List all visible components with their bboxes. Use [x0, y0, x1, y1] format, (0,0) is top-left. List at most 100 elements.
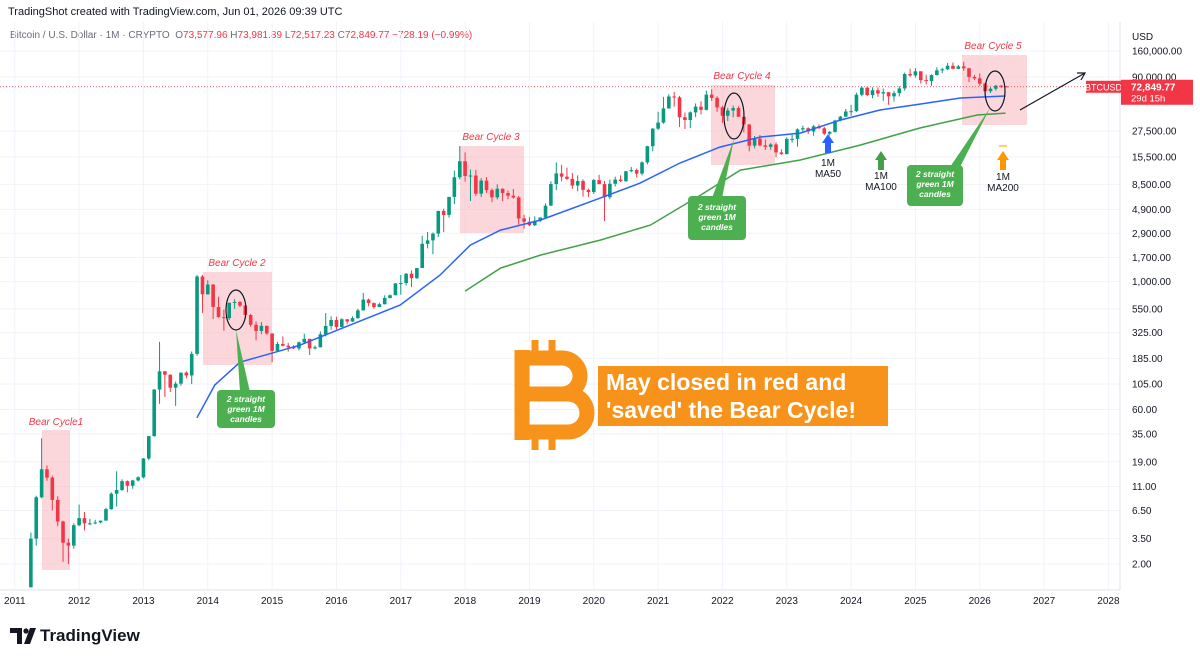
x-tick-label: 2028 — [1097, 596, 1120, 607]
candle-body — [479, 180, 483, 194]
candle-body — [618, 179, 623, 182]
x-tick-label: 2022 — [711, 596, 734, 607]
callout-text: green 1M — [226, 404, 265, 414]
candle-body — [254, 324, 258, 331]
x-tick-label: 2020 — [583, 596, 606, 607]
candle-body — [672, 96, 676, 98]
callout-texts: 2 straight green 1M candles 2 straight g… — [226, 169, 955, 424]
candle-body — [146, 436, 151, 459]
candle-body — [302, 338, 307, 343]
candle-body — [93, 522, 98, 524]
candle-body — [163, 371, 167, 375]
message: May closed in red and 'saved' the Bear C… — [606, 369, 856, 423]
symbol: Bitcoin / U.S. Dollar · 1M · CRYPTO — [10, 30, 170, 41]
candle-body — [318, 334, 323, 348]
candle-body — [683, 117, 687, 121]
callout — [907, 165, 963, 206]
y-tick-label: 160,000.00 — [1132, 47, 1182, 58]
bear-label: Bear Cycle 2 — [208, 258, 266, 269]
callout — [217, 390, 275, 428]
candle-body — [999, 85, 1003, 87]
candle-body — [350, 318, 355, 322]
candle-body — [259, 325, 264, 331]
candle-body — [168, 374, 173, 388]
attribution: TradingShot created with TradingView.com… — [8, 6, 343, 18]
candle-body — [951, 65, 955, 69]
candle-body — [495, 188, 500, 198]
ma-arrows — [822, 134, 1009, 170]
candle-body — [1004, 86, 1009, 88]
candle-body — [114, 490, 119, 494]
candle-body — [125, 481, 130, 486]
candle-body — [779, 152, 784, 155]
candle-body — [747, 124, 752, 146]
candle-body — [205, 284, 210, 295]
candle-body — [956, 66, 961, 69]
candle-body — [565, 176, 569, 179]
candle-body — [554, 173, 559, 185]
candle-body — [677, 97, 682, 118]
countdown-text: 29d 15h — [1131, 93, 1165, 104]
candle-body — [238, 301, 242, 306]
candle-body — [608, 183, 612, 198]
candle-body — [704, 94, 709, 110]
callouts — [217, 108, 990, 428]
candle-body — [731, 108, 735, 111]
candle-body — [945, 65, 950, 70]
candle-body — [248, 315, 253, 325]
message-box — [598, 366, 888, 426]
ohlc-value: 73,577.96 — [183, 30, 228, 41]
circle — [984, 70, 1006, 112]
candle-body — [758, 138, 762, 146]
candle-body — [141, 458, 146, 478]
ohlc-label: L — [284, 30, 291, 41]
candle-body — [870, 90, 875, 96]
candle-body — [243, 305, 248, 316]
candle-body — [77, 518, 81, 526]
candle-body — [575, 181, 580, 186]
x-tick-label: 2023 — [776, 596, 799, 607]
candle-body — [634, 170, 639, 174]
candle-body — [447, 196, 451, 215]
candle-body — [972, 76, 977, 79]
axes: 160,000.00 90,000.00 27,500.00 15,500.00 8,5… — [4, 47, 1193, 607]
candle-body — [586, 189, 591, 193]
candle-body — [715, 97, 719, 108]
callout-text: 2 straight — [915, 169, 955, 179]
candle-body — [195, 276, 199, 354]
currency: USD — [1132, 32, 1153, 43]
candle-body — [994, 85, 998, 89]
candle-body — [570, 178, 575, 186]
candle-body — [516, 197, 521, 219]
x-tick-label: 2014 — [197, 596, 220, 607]
x-tick-label: 2017 — [390, 596, 413, 607]
candle-body — [709, 94, 714, 98]
candle-body — [457, 161, 462, 178]
candle-body — [902, 74, 907, 89]
candle-body — [897, 88, 902, 94]
y-tick-label: 325.00 — [1132, 328, 1163, 339]
candle-body — [661, 108, 666, 123]
candle-body — [184, 372, 189, 376]
candle-body — [538, 217, 542, 221]
candle-body — [222, 317, 226, 319]
ma-labels: 1M MA50 1M MA100 1M MA200 — [815, 158, 1019, 194]
ma-arrow — [875, 151, 887, 170]
callout-text: 2 straight — [697, 202, 737, 212]
candle-body — [270, 333, 274, 351]
candle-body — [441, 210, 446, 215]
ma-label: MA100 — [865, 182, 897, 193]
y-tick-label: 1,000.00 — [1132, 277, 1171, 288]
candle-body — [784, 138, 789, 155]
candle-body — [768, 144, 773, 147]
candle-body — [532, 220, 537, 226]
callout-text: candles — [230, 414, 262, 424]
candle-body — [227, 302, 232, 319]
candle-body — [200, 276, 205, 295]
candle-body — [613, 179, 617, 184]
bitcoin-glyph — [531, 340, 556, 450]
candle-body — [591, 180, 596, 193]
x-tick-label: 2013 — [132, 596, 155, 607]
